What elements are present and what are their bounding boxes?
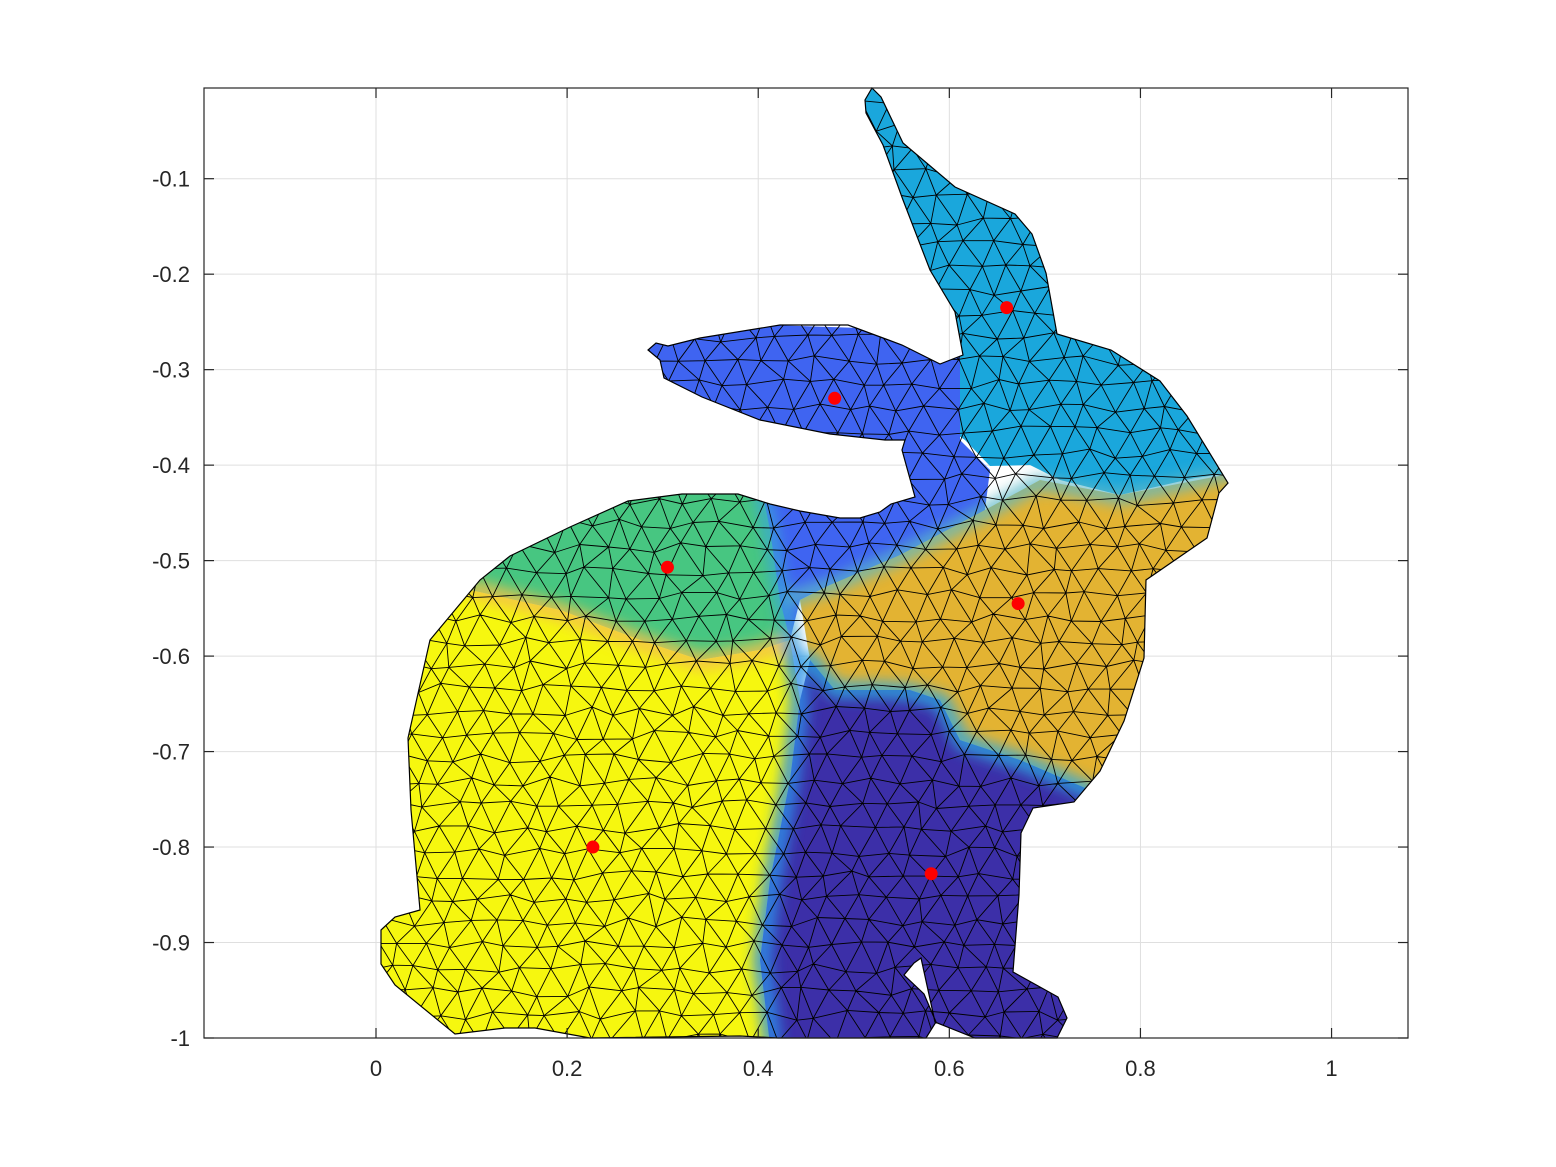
x-tick-label: 0.6 xyxy=(934,1056,965,1081)
y-tick-labels: -0.1 -0.2 -0.3 -0.4 -0.5 -0.6 -0.7 -0.8 -0.9 -1 xyxy=(152,167,190,1051)
blend-line xyxy=(802,652,1100,800)
y-tick-label: -1 xyxy=(170,1026,190,1051)
y-tick-label: -0.7 xyxy=(152,740,190,765)
y-tick-label: -0.9 xyxy=(152,931,190,956)
y-tick-label: -0.2 xyxy=(152,262,190,287)
seed-point xyxy=(924,867,938,881)
blend-line xyxy=(466,581,799,671)
x-tick-label: 0.2 xyxy=(552,1056,583,1081)
blend-line xyxy=(778,465,1228,607)
y-tick-label: -0.1 xyxy=(152,167,190,192)
axes-box xyxy=(203,87,1409,1039)
seed-point xyxy=(828,391,842,405)
tick-marks xyxy=(204,88,1408,1039)
y-tick-label: -0.3 xyxy=(152,358,190,383)
bunny-outline xyxy=(380,87,1229,1039)
y-tick-label: -0.5 xyxy=(152,549,190,574)
x-tick-label: 0.8 xyxy=(1125,1056,1156,1081)
region-blend xyxy=(466,465,1228,1038)
seed-point xyxy=(1000,301,1014,315)
x-tick-labels: 0 0.2 0.4 0.6 0.8 1 xyxy=(370,1056,1338,1081)
seed-point xyxy=(586,840,600,854)
x-tick-label: 0 xyxy=(370,1056,382,1081)
y-tick-label: -0.4 xyxy=(152,453,190,478)
y-tick-label: -0.8 xyxy=(152,835,190,860)
seed-point xyxy=(1011,597,1025,611)
blend-line xyxy=(753,631,809,1038)
seed-points xyxy=(586,301,1025,881)
x-tick-label: 0.4 xyxy=(743,1056,774,1081)
y-tick-label: -0.6 xyxy=(152,644,190,669)
seed-point xyxy=(660,560,674,574)
x-tick-label: 1 xyxy=(1325,1056,1337,1081)
